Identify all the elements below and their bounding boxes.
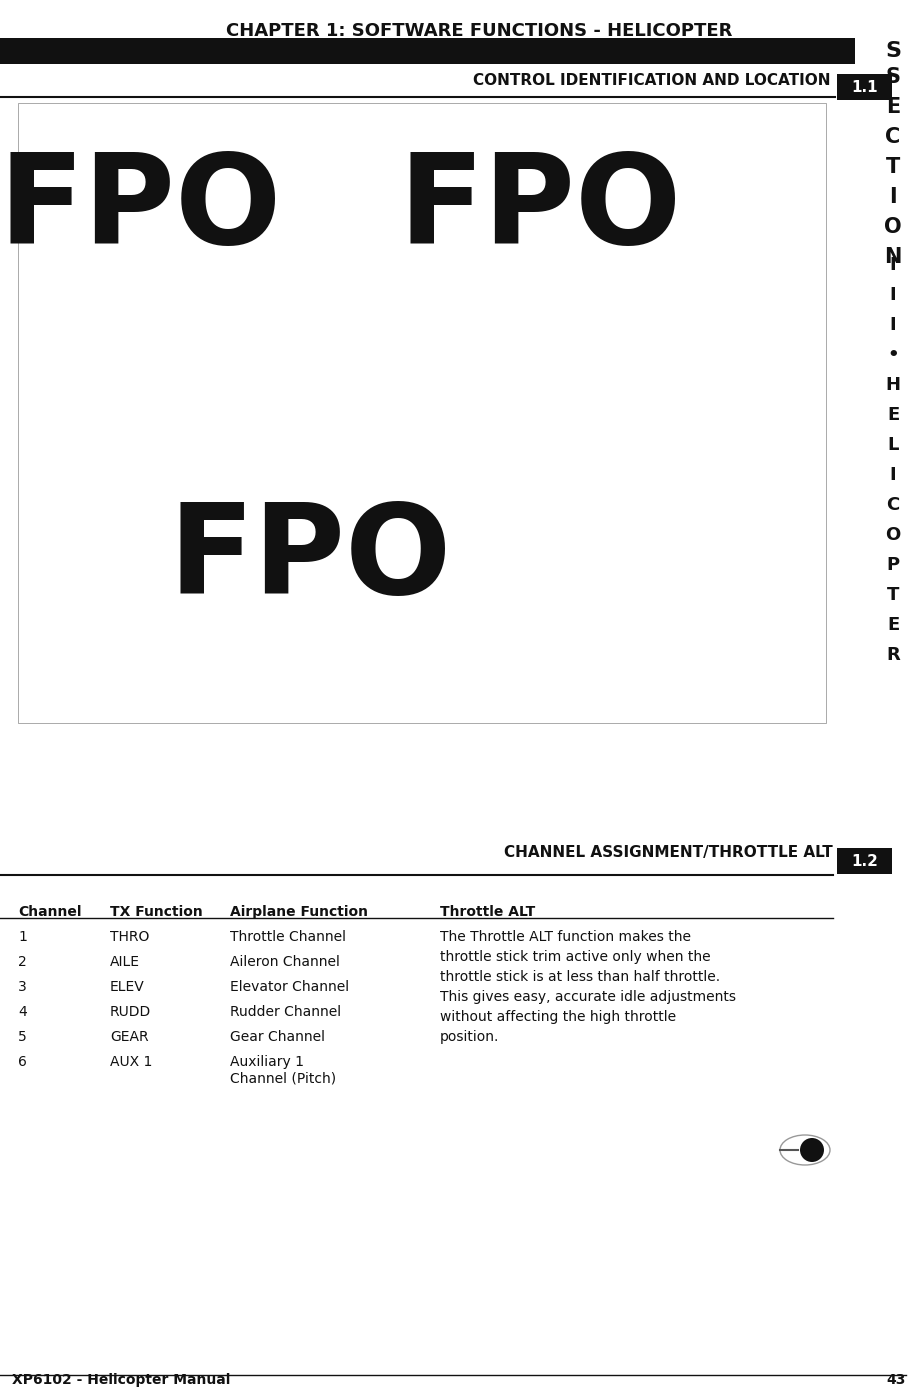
Text: O: O	[885, 527, 901, 543]
Text: 2: 2	[18, 956, 27, 970]
Text: 6: 6	[18, 1055, 27, 1069]
Text: Auxiliary 1
Channel (Pitch): Auxiliary 1 Channel (Pitch)	[230, 1055, 336, 1085]
Text: 1.2: 1.2	[851, 854, 878, 869]
Text: C: C	[885, 127, 901, 147]
Bar	[18, 103, 826, 724]
Circle shape	[800, 1139, 824, 1162]
Text: 4: 4	[18, 1004, 27, 1018]
Text: AILE: AILE	[110, 956, 140, 970]
Text: 5: 5	[18, 1030, 27, 1044]
Text: ELEV: ELEV	[110, 981, 145, 995]
Text: E: E	[887, 407, 899, 425]
Ellipse shape	[780, 1134, 830, 1165]
Text: 1.1: 1.1	[851, 80, 878, 95]
Text: I: I	[890, 467, 896, 483]
Text: FPO: FPO	[399, 149, 682, 271]
Text: T: T	[887, 585, 899, 604]
Text: C: C	[886, 496, 900, 514]
Text: I: I	[890, 256, 896, 274]
Text: N: N	[884, 247, 902, 267]
Text: The Throttle ALT function makes the
throttle stick trim active only when the
thr: The Throttle ALT function makes the thro…	[440, 930, 736, 1044]
Text: CHAPTER 1: SOFTWARE FUNCTIONS - HELICOPTER: CHAPTER 1: SOFTWARE FUNCTIONS - HELICOPT…	[226, 22, 732, 41]
Text: FPO: FPO	[0, 149, 282, 271]
Text: RUDD: RUDD	[110, 1004, 151, 1018]
Text: I: I	[889, 187, 897, 207]
Text: TX Function: TX Function	[110, 905, 203, 919]
Bar	[0, 38, 855, 64]
Text: THRO: THRO	[110, 930, 149, 944]
Text: E: E	[887, 616, 899, 634]
Text: FPO: FPO	[169, 500, 451, 620]
Text: H: H	[885, 376, 901, 394]
Text: Rudder Channel: Rudder Channel	[230, 1004, 341, 1018]
Text: I: I	[890, 316, 896, 334]
Bar	[837, 848, 892, 875]
Text: GEAR: GEAR	[110, 1030, 148, 1044]
Text: P: P	[886, 556, 900, 574]
Text: T: T	[886, 156, 900, 177]
Text: CHANNEL ASSIGNMENT/THROTTLE ALT: CHANNEL ASSIGNMENT/THROTTLE ALT	[505, 845, 833, 861]
Text: •: •	[887, 346, 899, 365]
Text: Throttle ALT: Throttle ALT	[440, 905, 535, 919]
Text: S: S	[885, 41, 901, 61]
Text: L: L	[887, 436, 899, 454]
Text: Throttle Channel: Throttle Channel	[230, 930, 346, 944]
Text: XP6102 - Helicopter Manual: XP6102 - Helicopter Manual	[12, 1373, 230, 1387]
Text: Channel: Channel	[18, 905, 81, 919]
Text: Airplane Function: Airplane Function	[230, 905, 368, 919]
Text: 3: 3	[18, 981, 27, 995]
Text: Elevator Channel: Elevator Channel	[230, 981, 349, 995]
Text: E: E	[886, 96, 900, 117]
Text: R: R	[886, 645, 900, 664]
Text: Gear Channel: Gear Channel	[230, 1030, 325, 1044]
Text: AUX 1: AUX 1	[110, 1055, 152, 1069]
Text: CONTROL IDENTIFICATION AND LOCATION: CONTROL IDENTIFICATION AND LOCATION	[472, 73, 830, 88]
Text: 1: 1	[18, 930, 27, 944]
Text: I: I	[890, 286, 896, 305]
Text: 43: 43	[887, 1373, 906, 1387]
Text: S: S	[885, 67, 901, 87]
Text: O: O	[884, 217, 902, 237]
Text: Aileron Channel: Aileron Channel	[230, 956, 340, 970]
Bar	[837, 74, 892, 101]
